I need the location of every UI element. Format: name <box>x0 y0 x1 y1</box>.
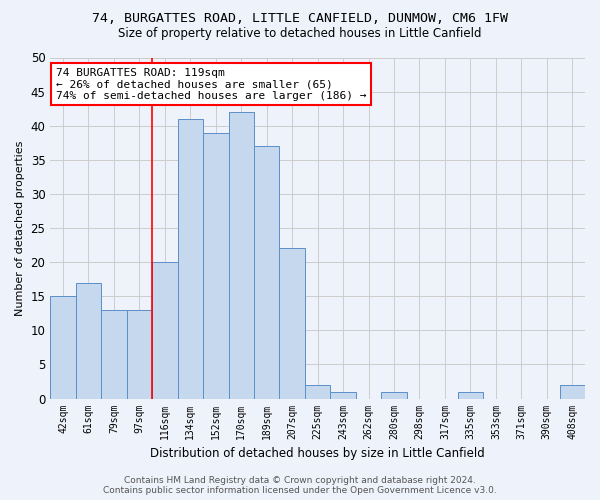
Bar <box>331 392 356 398</box>
Bar <box>152 262 178 398</box>
Text: Size of property relative to detached houses in Little Canfield: Size of property relative to detached ho… <box>118 28 482 40</box>
Bar <box>229 112 254 399</box>
Bar <box>178 119 203 398</box>
Text: 74, BURGATTES ROAD, LITTLE CANFIELD, DUNMOW, CM6 1FW: 74, BURGATTES ROAD, LITTLE CANFIELD, DUN… <box>92 12 508 26</box>
Text: 74 BURGATTES ROAD: 119sqm
← 26% of detached houses are smaller (65)
74% of semi-: 74 BURGATTES ROAD: 119sqm ← 26% of detac… <box>56 68 366 101</box>
Text: Contains HM Land Registry data © Crown copyright and database right 2024.
Contai: Contains HM Land Registry data © Crown c… <box>103 476 497 495</box>
Bar <box>560 385 585 398</box>
Bar <box>101 310 127 398</box>
Bar <box>203 132 229 398</box>
X-axis label: Distribution of detached houses by size in Little Canfield: Distribution of detached houses by size … <box>150 447 485 460</box>
Bar <box>280 248 305 398</box>
Bar <box>76 282 101 399</box>
Y-axis label: Number of detached properties: Number of detached properties <box>15 140 25 316</box>
Bar <box>50 296 76 398</box>
Bar <box>382 392 407 398</box>
Bar <box>458 392 483 398</box>
Bar <box>305 385 331 398</box>
Bar <box>254 146 280 399</box>
Bar <box>127 310 152 398</box>
